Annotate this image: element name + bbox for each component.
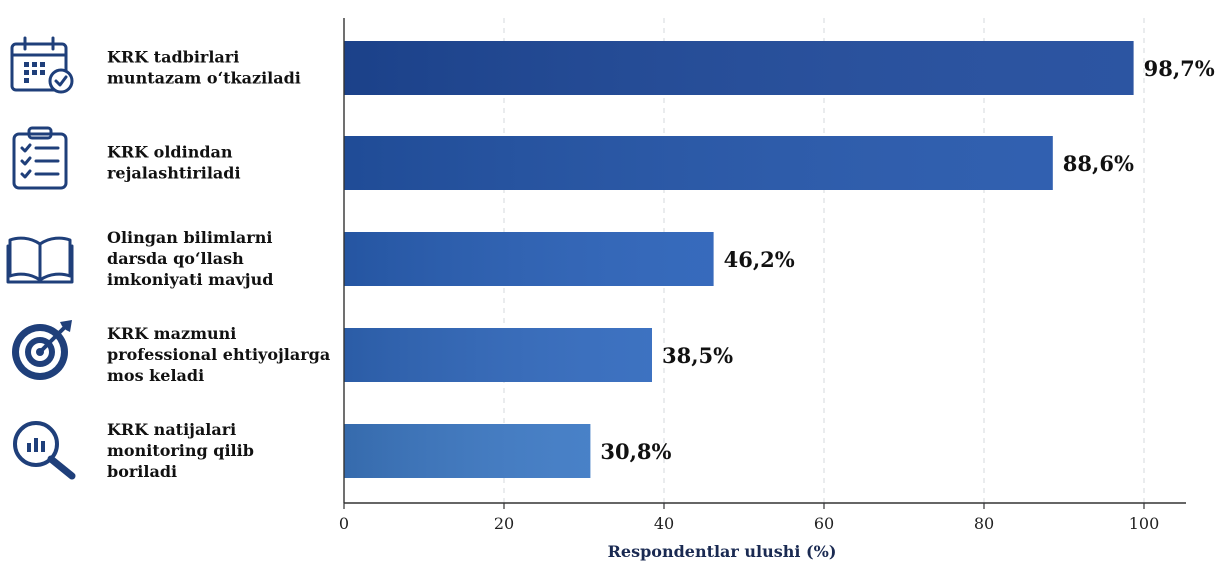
bar-shade [344,41,1134,95]
axes: 0 20 40 60 80 100 [339,18,1186,533]
bar-shade [344,328,652,382]
bar-shade [344,136,1053,190]
category-label: KRK natijalari monitoring qilib boriladi [107,420,254,481]
x-tick-label: 60 [814,514,834,533]
x-tick-label: 100 [1129,514,1160,533]
value-label: 46,2% [724,247,795,272]
open-book-icon [6,236,74,284]
category-label: KRK tadbirlari muntazam o‘tkaziladi [107,48,301,88]
category-label: Olingan bilimlarni darsda qo‘llash imkoniy… [107,228,273,289]
bars: 98,7% 88,6% 46,2% 38,5% 30,8% [344,41,1215,478]
bar-shade [344,424,591,478]
grid-lines [503,18,1145,503]
magnifier-chart-icon [13,421,76,480]
calendar-check-icon [10,36,74,94]
x-tick-label: 20 [494,514,514,533]
value-label: 30,8% [600,439,671,464]
bar-shade [344,232,714,286]
icons [6,36,76,480]
x-tick-label: 0 [339,514,349,533]
target-arrow-icon [12,320,72,380]
value-label: 38,5% [662,343,733,368]
x-tick-label: 80 [974,514,994,533]
value-label: 88,6% [1063,151,1134,176]
category-label: KRK oldindan rejalashtiriladi [107,143,241,183]
category-labels: KRK tadbirlari muntazam o‘tkaziladi KRK ol… [107,48,330,482]
category-label: KRK mazmuni professional ehtiyojlarga mos … [107,324,330,385]
clipboard-checklist-icon [12,126,68,190]
x-tick-label: 40 [654,514,674,533]
value-label: 98,7% [1144,56,1215,81]
x-axis-title: Respondentlar ulushi (%) [608,542,837,561]
